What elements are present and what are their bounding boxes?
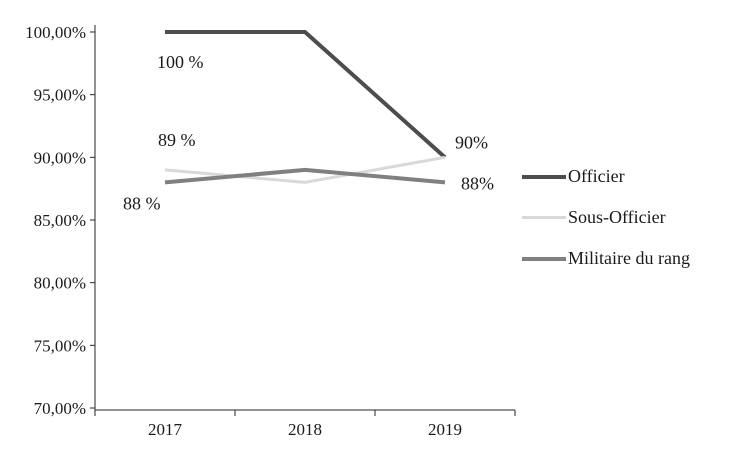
data-label: 100 %	[157, 52, 204, 72]
legend-line-swatch	[522, 216, 566, 219]
series-line-officier	[165, 30, 447, 159]
x-tick-label: 2018	[288, 420, 322, 439]
legend: Officier Sous-Officier Militaire du rang	[522, 166, 690, 269]
legend-label: Militaire du rang	[568, 248, 690, 268]
x-tick-label: 2019	[428, 420, 462, 439]
series-line-sous-officier	[164, 155, 446, 184]
series-line-militaire-du-rang	[164, 167, 446, 185]
y-tick-label: 95,00%	[34, 86, 86, 105]
y-tick-label: 80,00%	[34, 274, 86, 293]
legend-label: Sous-Officier	[568, 207, 666, 227]
x-tick-label: 2017	[148, 420, 183, 439]
legend-item-militaire-du-rang: Militaire du rang	[522, 248, 690, 269]
legend-item-sous-officier: Sous-Officier	[522, 207, 690, 228]
legend-item-officier: Officier	[522, 166, 690, 187]
y-tick-label: 90,00%	[34, 148, 86, 167]
legend-line-swatch	[522, 256, 566, 261]
data-label: 89 %	[158, 130, 196, 150]
y-tick-label: 70,00%	[34, 399, 86, 418]
legend-label: Officier	[568, 166, 625, 186]
y-tick-label: 75,00%	[34, 336, 86, 355]
data-label: 88%	[461, 173, 494, 193]
data-label: 88 %	[123, 193, 161, 213]
data-label: 90%	[455, 132, 488, 152]
legend-line-swatch	[522, 174, 566, 179]
y-tick-label: 85,00%	[34, 211, 86, 230]
y-tick-label: 100,00%	[25, 23, 86, 42]
